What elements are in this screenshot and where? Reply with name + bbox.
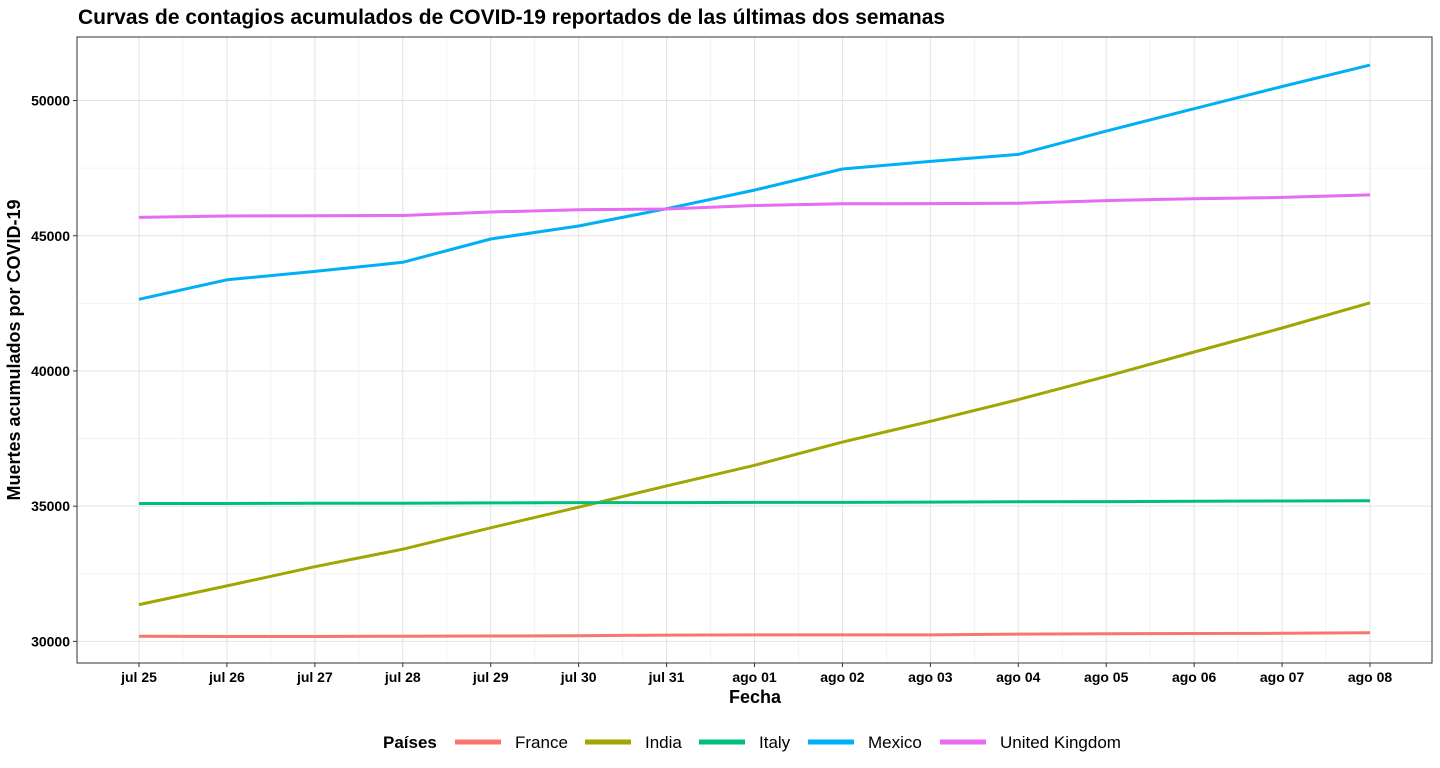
legend-title: Países xyxy=(383,733,437,752)
x-tick-label: jul 30 xyxy=(560,669,597,685)
x-tick-label: ago 07 xyxy=(1260,669,1305,685)
x-tick-label: jul 26 xyxy=(208,669,245,685)
x-tick-label: ago 06 xyxy=(1172,669,1217,685)
x-tick-label: jul 31 xyxy=(648,669,685,685)
x-tick-label: jul 29 xyxy=(472,669,509,685)
series-line-united-kingdom xyxy=(138,193,1371,219)
x-tick-label: ago 04 xyxy=(996,669,1041,685)
x-tick-label: ago 05 xyxy=(1084,669,1129,685)
x-tick-label: ago 03 xyxy=(908,669,953,685)
legend-label-india: India xyxy=(645,733,682,752)
series-lines xyxy=(138,63,1371,638)
y-tick-label: 35000 xyxy=(31,498,70,514)
series-line-italy xyxy=(139,499,1371,505)
y-tick-label: 50000 xyxy=(31,93,70,109)
series-line-mexico xyxy=(138,63,1371,301)
minor-gridlines xyxy=(77,37,1432,663)
legend-label-mexico: Mexico xyxy=(868,733,922,752)
x-tick-label: ago 08 xyxy=(1348,669,1393,685)
series-line-france xyxy=(138,631,1371,638)
x-axis-title: Fecha xyxy=(729,687,782,707)
chart-title: Curvas de contagios acumulados de COVID-… xyxy=(78,6,945,29)
major-gridlines xyxy=(77,37,1432,663)
x-tick-label: ago 02 xyxy=(820,669,865,685)
legend-label-united-kingdom: United Kingdom xyxy=(1000,733,1121,752)
y-tick-label: 30000 xyxy=(31,633,70,649)
x-tick-label: ago 01 xyxy=(732,669,777,685)
legend-label-italy: Italy xyxy=(759,733,791,752)
y-axis: 30000 35000 40000 45000 50000 xyxy=(31,93,77,649)
legend-label-france: France xyxy=(515,733,568,752)
x-tick-label: jul 27 xyxy=(296,669,333,685)
y-axis-title: Muertes acumulados por COVID-19 xyxy=(4,199,24,500)
legend: Países France India Italy Mexico United King… xyxy=(383,733,1121,752)
y-tick-label: 40000 xyxy=(31,363,70,379)
y-tick-label: 45000 xyxy=(31,228,70,244)
x-axis: jul 25 jul 26 jul 27 jul 28 jul 29 jul 30 jul … xyxy=(120,663,1392,685)
x-tick-label: jul 28 xyxy=(384,669,421,685)
series-line-india xyxy=(138,301,1371,607)
x-tick-label: jul 25 xyxy=(120,669,157,685)
